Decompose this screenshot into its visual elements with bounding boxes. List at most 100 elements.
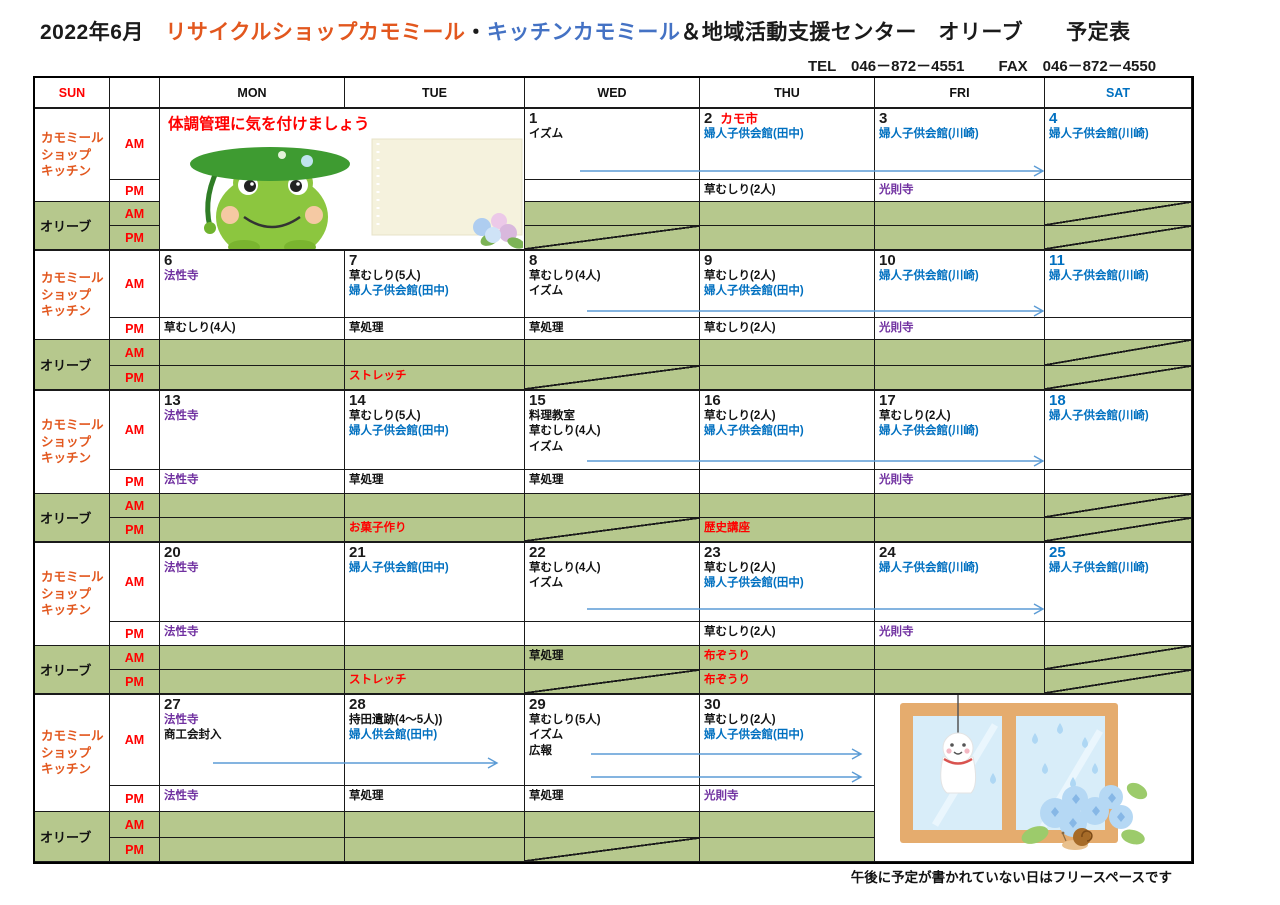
- event-text: 婦人子供会館(川崎): [879, 425, 979, 438]
- title-dot: ・: [465, 21, 487, 44]
- cell-w2-fri-olive-am: [875, 340, 1045, 366]
- cell-w4-tue-olive-pm: ストレッチ: [345, 670, 525, 694]
- date-number: 10: [879, 252, 896, 269]
- cell-w2-thu-olive-pm: [700, 366, 875, 390]
- cell-w2-mon-pm: 草むしり(4人): [160, 318, 345, 340]
- event-text: 草むしり(2人): [704, 322, 776, 334]
- cell-w1-sat-am: 4 婦人子供会館(川崎): [1045, 108, 1192, 180]
- cell-w4-mon-olive-am: [160, 646, 345, 670]
- event-text: 婦人子供会館(川崎): [1049, 562, 1149, 575]
- event-text: 草処理: [529, 650, 564, 662]
- date-number: 23: [704, 544, 721, 561]
- cell-w4-thu-olive-pm: 布ぞうり: [700, 670, 875, 694]
- olive-pm-label-w1: PM: [110, 226, 160, 250]
- cell-w1-fri-olive-am: [875, 202, 1045, 226]
- date-number: 15: [529, 392, 546, 409]
- cell-w2-mon-am: 6 法性寺: [160, 250, 345, 318]
- event-text: 商工会封入: [164, 729, 222, 742]
- cell-w2-wed-am: 8 草むしり(4人) イズム: [525, 250, 700, 318]
- cell-w4-sat-am: 25 婦人子供会館(川崎): [1045, 542, 1192, 622]
- header-day-sun: SUN: [35, 78, 110, 108]
- page-title: 2022年6月 リサイクルショップカモミール・キッチンカモミール＆地域活動支援セ…: [40, 16, 1131, 46]
- row-label-kamomile-shop-kitchen-w2: カモミール ショップ キッチン: [35, 250, 110, 340]
- date-number: 20: [164, 544, 181, 561]
- olive-am-label-w4: AM: [110, 646, 160, 670]
- cell-w4-sat-olive-am: [1045, 646, 1192, 670]
- cell-w3-wed-olive-am: [525, 494, 700, 518]
- title-spacer: [144, 21, 166, 44]
- date-number: 6: [164, 252, 173, 269]
- cell-w4-fri-am: 24 婦人子供会館(川崎): [875, 542, 1045, 622]
- date-number: 2 カモ市: [704, 110, 758, 127]
- cell-w3-tue-am: 14 草むしり(5人) 婦人子供会館(田中): [345, 390, 525, 470]
- cell-w1-wed-olive-pm: [525, 226, 700, 250]
- cell-w5-tue-pm: 草処理: [345, 786, 525, 812]
- kamomile-label-line: ショップ: [41, 586, 92, 601]
- event-text: 婦人子供会館(田中): [704, 128, 804, 141]
- cell-w4-tue-pm: [345, 622, 525, 646]
- raindrops-graphic: [990, 723, 1098, 788]
- cell-w3-thu-am: 16 草むしり(2人) 婦人子供会館(田中): [700, 390, 875, 470]
- event-text: イズム: [529, 128, 564, 141]
- cell-w3-tue-olive-pm: お菓子作り: [345, 518, 525, 542]
- am-label-w3: AM: [110, 390, 160, 470]
- cell-w2-thu-am: 9 草むしり(2人) 婦人子供会館(田中): [700, 250, 875, 318]
- teru-teru-bozu-window-illustration: [900, 695, 1148, 850]
- olive-pm-label-w2: PM: [110, 366, 160, 390]
- calendar-grid: SUN MON TUE WED THU FRI SAT カモミール ショップ キッチン AM PM オリ…: [33, 76, 1194, 864]
- event-text: 草処理: [349, 322, 384, 334]
- event-text: 婦人子供会館(川崎): [1049, 128, 1149, 141]
- cell-w3-fri-pm: 光則寺: [875, 470, 1045, 494]
- event-text: 婦人子供会館(田中): [349, 425, 449, 438]
- cell-w3-tue-olive-am: [345, 494, 525, 518]
- date-number: 24: [879, 544, 896, 561]
- date-event-badge: カモ市: [720, 112, 758, 126]
- event-text: 草むしり(2人): [704, 270, 776, 283]
- date-number: 11: [1049, 252, 1065, 269]
- event-text: 広報: [529, 744, 552, 757]
- event-text: 布ぞうり: [704, 674, 750, 686]
- row-label-olive-w4: オリーブ: [35, 646, 110, 694]
- cell-w1-thu-am: 2 カモ市 婦人子供会館(田中): [700, 108, 875, 180]
- cell-w2-wed-pm: 草処理: [525, 318, 700, 340]
- event-text: 草処理: [529, 322, 564, 334]
- cell-w2-sat-am: 11 婦人子供会館(川崎): [1045, 250, 1192, 318]
- cell-w3-mon-pm: 法性寺: [160, 470, 345, 494]
- cell-w4-fri-olive-am: [875, 646, 1045, 670]
- event-text: 婦人子供会館(川崎): [1049, 410, 1149, 423]
- cell-w4-sat-olive-pm: [1045, 670, 1192, 694]
- date-number: 14: [349, 392, 366, 409]
- kamomile-label-line: カモミール: [41, 270, 104, 285]
- kamomile-label-line: ショップ: [41, 287, 92, 302]
- event-text: 法性寺: [164, 790, 199, 802]
- row-label-kamomile-shop-kitchen-w1: カモミール ショップ キッチン: [35, 108, 110, 202]
- cell-w3-wed-pm: 草処理: [525, 470, 700, 494]
- cell-w1-fri-olive-pm: [875, 226, 1045, 250]
- cell-w4-fri-pm: 光則寺: [875, 622, 1045, 646]
- row-label-olive-w5: オリーブ: [35, 812, 110, 862]
- olive-pm-label-w4: PM: [110, 670, 160, 694]
- cell-w5-thu-pm: 光則寺: [700, 786, 875, 812]
- footer-note: 午後に予定が書かれていない日はフリースペースです: [850, 870, 1172, 885]
- event-text: 法性寺: [164, 626, 199, 638]
- cell-w5-mon-olive-am: [160, 812, 345, 838]
- pm-label-w3: PM: [110, 470, 160, 494]
- kamomile-label-line: カモミール: [41, 130, 104, 145]
- event-text: イズム: [529, 285, 564, 298]
- cell-w1-thu-olive-pm: [700, 226, 875, 250]
- cell-w2-mon-olive-am: [160, 340, 345, 366]
- cell-w3-fri-am: 17 草むしり(2人) 婦人子供会館(川崎): [875, 390, 1045, 470]
- date-number: 9: [704, 252, 713, 269]
- cell-w2-fri-pm: 光則寺: [875, 318, 1045, 340]
- cell-w1-fri-pm: 光則寺: [875, 180, 1045, 202]
- event-text: イズム: [529, 729, 564, 742]
- teru-teru-bozu-graphic: [940, 695, 977, 794]
- cell-w3-sat-olive-pm: [1045, 518, 1192, 542]
- notepad-graphic: [371, 138, 523, 236]
- frog-graphic: [190, 147, 350, 249]
- kamomile-label-line: キッチン: [41, 603, 92, 618]
- date-number: 3: [879, 110, 888, 127]
- illustration-cell-w5: [875, 694, 1192, 862]
- title-year: 2022年6月: [40, 21, 144, 44]
- cell-w3-fri-olive-pm: [875, 518, 1045, 542]
